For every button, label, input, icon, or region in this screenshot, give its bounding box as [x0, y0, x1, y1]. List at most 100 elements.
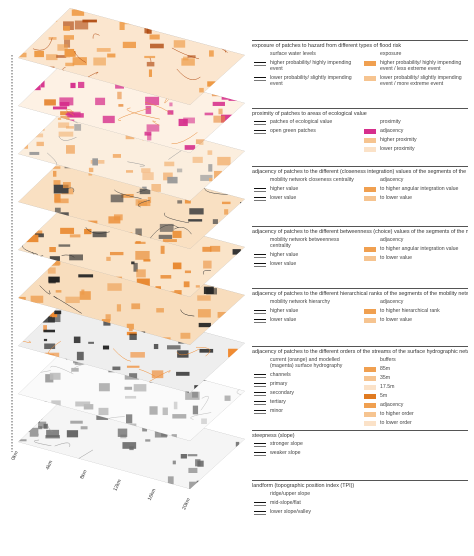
swatch: [254, 510, 266, 515]
patch: [58, 244, 71, 247]
legend-item: minor: [254, 408, 354, 415]
patch: [38, 426, 43, 430]
patch: [220, 114, 234, 123]
section-title: exposure of patches to hazard from diffe…: [252, 43, 402, 49]
patch: [75, 401, 91, 407]
legend-label: adjacency: [380, 177, 404, 183]
network-line: [85, 227, 110, 234]
patch: [199, 87, 204, 93]
patch: [35, 477, 46, 483]
patch: [209, 50, 214, 57]
patch: [160, 275, 172, 279]
legend-label: mobility network betweenness centrality: [270, 237, 340, 249]
legend-label: to lower value: [380, 254, 413, 261]
patch: [219, 425, 226, 430]
network-line: [152, 120, 160, 126]
legend-item: adjacency: [364, 237, 466, 244]
patch: [23, 376, 30, 384]
patch: [96, 414, 109, 420]
legend-label: primary: [270, 380, 288, 387]
patch: [219, 271, 228, 281]
patch: [98, 407, 109, 416]
patch: [146, 28, 152, 34]
legend-label: buffers: [380, 357, 396, 363]
patch: [226, 139, 232, 146]
legend-item: to lower value: [364, 195, 466, 202]
legend-section: adjacency of patches to the different or…: [252, 346, 468, 429]
patch: [56, 55, 67, 58]
patch: [215, 11, 226, 21]
network-line: [225, 465, 242, 470]
legend-section: proximity of patches to areas of ecologi…: [252, 108, 468, 165]
legend-label: higher value: [270, 307, 299, 314]
patch: [19, 426, 30, 432]
patch: [195, 139, 205, 145]
patch: [133, 262, 138, 272]
patch: [34, 50, 44, 58]
patch: [172, 230, 182, 238]
legend-label: lower slope/valley: [270, 508, 311, 515]
patch: [141, 168, 151, 173]
network-line: [50, 365, 74, 375]
patch: [19, 306, 30, 310]
patch: [25, 223, 31, 230]
legend-label: higher proximity: [380, 136, 417, 143]
patch: [125, 395, 137, 399]
patch: [238, 352, 245, 355]
patch: [102, 345, 110, 350]
patch: [232, 286, 239, 292]
patch: [129, 373, 138, 379]
swatch: [254, 309, 266, 314]
patch: [118, 104, 124, 107]
patch: [122, 41, 136, 49]
swatch: [254, 400, 266, 405]
patch: [35, 69, 41, 75]
patch: [65, 62, 75, 67]
patch: [223, 11, 235, 14]
patch: [148, 69, 153, 77]
legend-item: higher value: [254, 252, 354, 259]
legend-column: current (orange) and modelled (magenta) …: [254, 357, 354, 418]
legend-label: exposure: [380, 51, 402, 57]
patch: [44, 343, 56, 350]
patch: [188, 219, 203, 222]
section-title: adjacency of patches to the different hi…: [252, 291, 468, 297]
network-line: [88, 71, 99, 78]
legend-column: stronger slope weaker slope: [254, 441, 354, 460]
patch: [37, 168, 43, 176]
legend-column: mobility network closeness centrality hig…: [254, 177, 354, 205]
legend-label: 5m: [380, 392, 388, 399]
patch: [43, 329, 56, 333]
patch: [237, 160, 245, 163]
legend-label: adjacency: [380, 299, 404, 305]
patch: [81, 289, 85, 295]
patch: [102, 115, 115, 124]
legend-column: adjacency to higher angular integration v…: [364, 177, 466, 205]
legend-item: 5m: [364, 392, 466, 400]
legend-label: secondary: [270, 389, 294, 396]
patch: [167, 176, 178, 184]
patch: [112, 366, 121, 371]
patch: [28, 81, 41, 91]
swatch: [364, 186, 376, 192]
legend-item: weaker slope: [254, 450, 354, 457]
patch: [69, 234, 81, 238]
patch: [112, 154, 122, 158]
legend-label: proximity: [380, 119, 401, 125]
network-line: [202, 270, 211, 275]
patch: [163, 172, 173, 181]
section-title: adjacency of patches to the different be…: [252, 229, 468, 235]
patch: [21, 285, 31, 289]
patch: [176, 168, 183, 173]
patch: [39, 401, 47, 407]
scale-label: 12km: [112, 479, 123, 493]
network-line: [236, 388, 245, 397]
patch: [63, 35, 75, 40]
legend-item: proximity: [364, 119, 466, 126]
patch: [236, 186, 242, 189]
legend-label: to higher hierarchical rank: [380, 307, 440, 314]
swatch: [254, 391, 266, 396]
patch: [221, 417, 225, 421]
legend-label: channels: [270, 371, 291, 378]
patch: [237, 311, 245, 315]
